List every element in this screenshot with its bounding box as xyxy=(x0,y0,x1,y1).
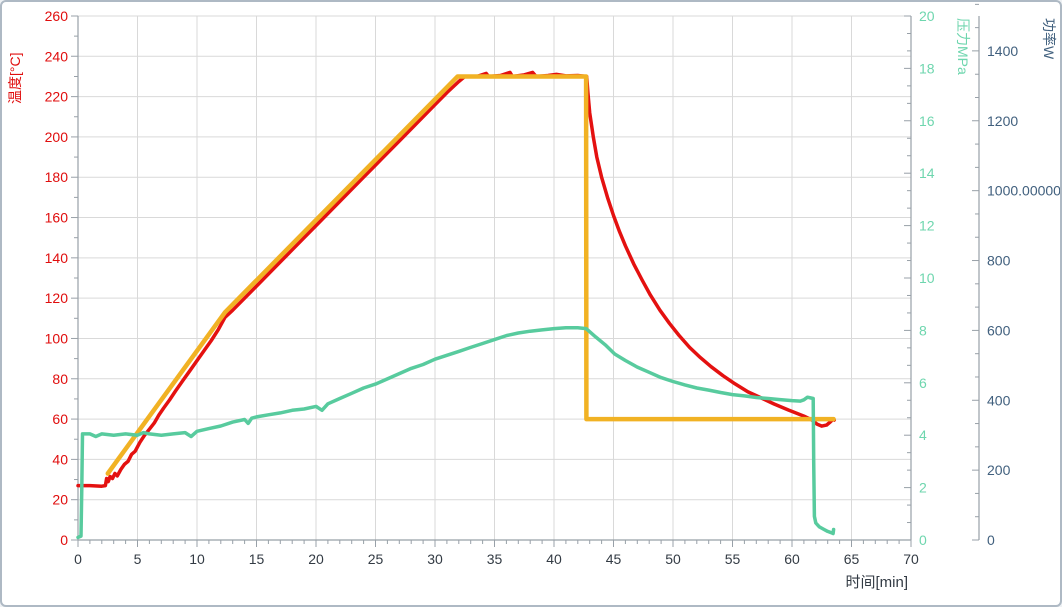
temperature-tick-label: 60 xyxy=(52,411,68,427)
power-tick-label: 1400 xyxy=(987,43,1018,59)
x-tick-label: 45 xyxy=(606,551,622,567)
pressure-tick-label: 18 xyxy=(919,60,935,76)
x-tick-label: 70 xyxy=(903,551,919,567)
temperature-tick-label: 180 xyxy=(45,169,69,185)
x-tick-label: 0 xyxy=(74,551,82,567)
power-axis-title: 功率W xyxy=(1041,18,1057,60)
temperature-tick-label: 140 xyxy=(45,250,69,266)
temperature-setpoint-curve xyxy=(105,74,836,476)
x-axis-title: 时间[min] xyxy=(845,574,908,591)
pressure-tick-label: 4 xyxy=(919,427,927,443)
power-tick-label: 1000.0000000000001 xyxy=(987,183,1060,199)
pressure-tick-label: 20 xyxy=(919,8,935,24)
temperature-tick-label: 100 xyxy=(45,330,69,346)
x-tick-label: 10 xyxy=(189,551,205,567)
x-tick-label: 40 xyxy=(546,551,562,567)
x-tick-label: 15 xyxy=(249,551,265,567)
x-tick-label: 25 xyxy=(368,551,384,567)
pressure-tick-label: 6 xyxy=(919,375,927,391)
x-tick-label: 50 xyxy=(665,551,681,567)
temperature-tick-label: 20 xyxy=(52,492,68,508)
pressure-tick-label: 16 xyxy=(919,113,935,129)
gridlines xyxy=(78,15,912,540)
x-tick-label: 20 xyxy=(308,551,324,567)
x-axis: 0 5 10 15 20 25 30 35 40 45 50 55 60 65 70 xyxy=(74,540,919,567)
pressure-tick-label: 2 xyxy=(919,480,927,496)
series xyxy=(76,70,836,540)
temperature-tick-label: 200 xyxy=(45,129,69,145)
pressure-tick-label: 14 xyxy=(919,165,935,181)
x-tick-label: 5 xyxy=(134,551,142,567)
pressure-axis: 0 2 4 6 8 10 12 14 16 18 20 xyxy=(904,8,935,548)
temperature-tick-label: 160 xyxy=(45,210,69,226)
temperature-tick-label: 40 xyxy=(52,451,68,467)
temperature-tick-label: 260 xyxy=(45,8,69,24)
temperature-tick-label: 120 xyxy=(45,290,69,306)
x-tick-label: 65 xyxy=(844,551,860,567)
pressure-tick-label: 12 xyxy=(919,218,935,234)
axis-lines xyxy=(77,16,980,541)
pressure-curve xyxy=(76,326,836,540)
x-tick-label: 60 xyxy=(784,551,800,567)
x-tick-label: 55 xyxy=(725,551,741,567)
temperature-measured-curve xyxy=(76,70,836,488)
power-tick-label: 200 xyxy=(987,462,1011,478)
temperature-tick-label: 220 xyxy=(45,89,69,105)
pressure-axis-title: 压力MPa xyxy=(955,18,971,75)
x-tick-label: 30 xyxy=(427,551,443,567)
temperature-axis-title: 温度[°C] xyxy=(7,53,23,105)
pressure-tick-label: 10 xyxy=(919,270,935,286)
temperature-axis: 0 20 40 60 80 100 120 140 160 180 200 220 240 260 xyxy=(45,8,78,548)
temperature-tick-label: 240 xyxy=(45,48,69,64)
power-tick-label: 600 xyxy=(987,322,1011,338)
power-tick-label: 1200 xyxy=(987,113,1018,129)
power-tick-label: 400 xyxy=(987,392,1011,408)
x-tick-label: 35 xyxy=(487,551,503,567)
pressure-tick-label: 0 xyxy=(919,532,927,548)
power-tick-label: 0 xyxy=(987,532,995,548)
temperature-tick-label: 80 xyxy=(52,371,68,387)
power-tick-label: 800 xyxy=(987,253,1011,269)
power-axis: 0 200 400 600 800 1000.0000000000001 1200 1400 xyxy=(972,3,1060,548)
pressure-tick-label: 8 xyxy=(919,322,927,338)
temperature-tick-label: 0 xyxy=(60,532,68,548)
